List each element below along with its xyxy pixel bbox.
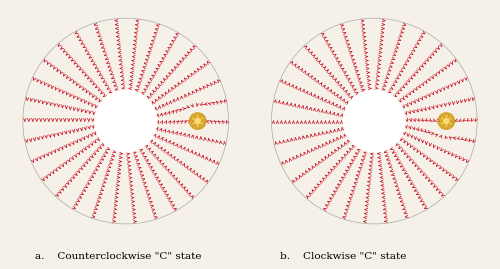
Circle shape [95,90,156,152]
Circle shape [444,118,449,124]
Circle shape [23,18,229,224]
Circle shape [272,18,477,224]
Circle shape [441,116,452,126]
Circle shape [195,118,200,124]
Text: a.    Counterclockwise "C" state: a. Counterclockwise "C" state [35,252,202,261]
Circle shape [438,113,454,129]
Circle shape [344,90,405,152]
Text: b.    Clockwise "C" state: b. Clockwise "C" state [280,252,406,261]
Circle shape [190,113,206,129]
Circle shape [192,116,203,126]
